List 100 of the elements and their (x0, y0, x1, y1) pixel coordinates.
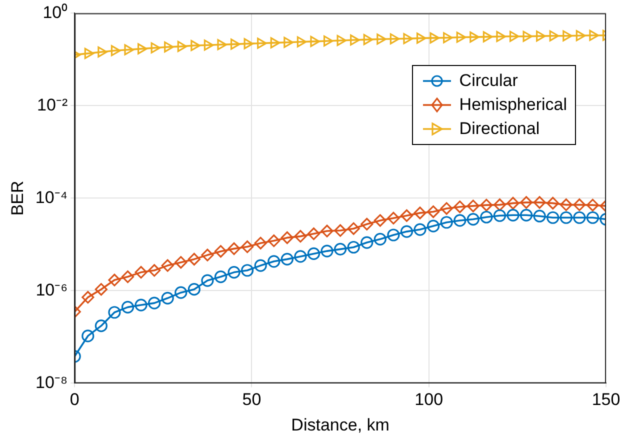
point (480, 210, 493, 224)
point (134, 298, 148, 312)
point (443, 32, 453, 44)
point (400, 225, 414, 238)
point (228, 266, 240, 279)
x-tick-label: 50 (242, 390, 262, 410)
point (427, 220, 440, 232)
point (496, 30, 506, 42)
point (98, 46, 108, 58)
point (589, 30, 600, 41)
point (94, 283, 108, 296)
point (522, 30, 533, 42)
point (190, 40, 200, 52)
point (254, 259, 267, 272)
point (257, 38, 267, 49)
point (440, 202, 453, 215)
point (161, 259, 174, 272)
point (334, 242, 347, 256)
point (214, 245, 228, 258)
point (188, 283, 200, 296)
point (560, 198, 572, 212)
point (466, 200, 480, 212)
point (284, 36, 294, 48)
point (350, 34, 360, 46)
point (336, 34, 347, 46)
point (586, 211, 600, 224)
point (254, 236, 267, 250)
point (562, 30, 572, 42)
point (177, 40, 188, 52)
point (470, 31, 480, 43)
point (82, 291, 94, 304)
point (360, 218, 374, 230)
point (482, 31, 493, 42)
point (244, 38, 254, 50)
point (414, 206, 426, 220)
point (296, 36, 307, 48)
point (228, 242, 240, 255)
point (82, 330, 94, 342)
point (536, 30, 546, 42)
point (150, 42, 161, 54)
point (294, 230, 307, 243)
point (148, 296, 161, 310)
y-tick-label: 10⁻⁴ (35, 188, 68, 207)
point (347, 240, 360, 254)
point (310, 36, 320, 48)
point (204, 40, 214, 51)
point (493, 209, 506, 222)
point (466, 212, 480, 226)
point (320, 224, 334, 238)
y-tick-label: 10⁻² (37, 95, 68, 114)
point (307, 227, 320, 240)
point (320, 244, 334, 258)
point (363, 34, 374, 46)
point (440, 216, 453, 229)
point (454, 214, 466, 227)
point (201, 248, 214, 262)
point (280, 252, 294, 266)
point (108, 274, 121, 286)
point (188, 252, 200, 266)
point (108, 306, 121, 319)
point (533, 196, 546, 209)
point (137, 43, 148, 54)
point (124, 44, 134, 56)
point (174, 286, 188, 299)
point (214, 270, 228, 284)
point (576, 30, 586, 42)
point (387, 212, 400, 224)
point (161, 292, 174, 304)
point (201, 274, 214, 287)
point (573, 198, 586, 212)
point (400, 209, 414, 222)
point (110, 45, 121, 56)
point (334, 224, 347, 237)
point (387, 228, 400, 242)
x-tick-label: 150 (592, 390, 620, 410)
point (586, 198, 600, 212)
point (148, 264, 161, 277)
point (230, 38, 240, 50)
point (374, 232, 386, 246)
legend-label: Circular (459, 71, 518, 92)
point (174, 256, 188, 269)
point (533, 210, 546, 222)
point (280, 231, 294, 244)
point (294, 250, 307, 263)
x-tick-label: 100 (414, 390, 444, 410)
point (416, 32, 426, 44)
x-axis-title: Distance, km (291, 415, 390, 434)
point (268, 255, 280, 268)
point (560, 211, 572, 224)
point (430, 32, 440, 44)
point (121, 270, 134, 284)
point (84, 48, 94, 59)
y-tick-label: 10⁰ (42, 2, 68, 22)
x-tick-label: 0 (70, 390, 80, 410)
point (360, 236, 374, 249)
point (456, 32, 466, 43)
point (390, 33, 400, 44)
point (493, 198, 506, 212)
point (134, 266, 148, 279)
point (520, 208, 533, 222)
